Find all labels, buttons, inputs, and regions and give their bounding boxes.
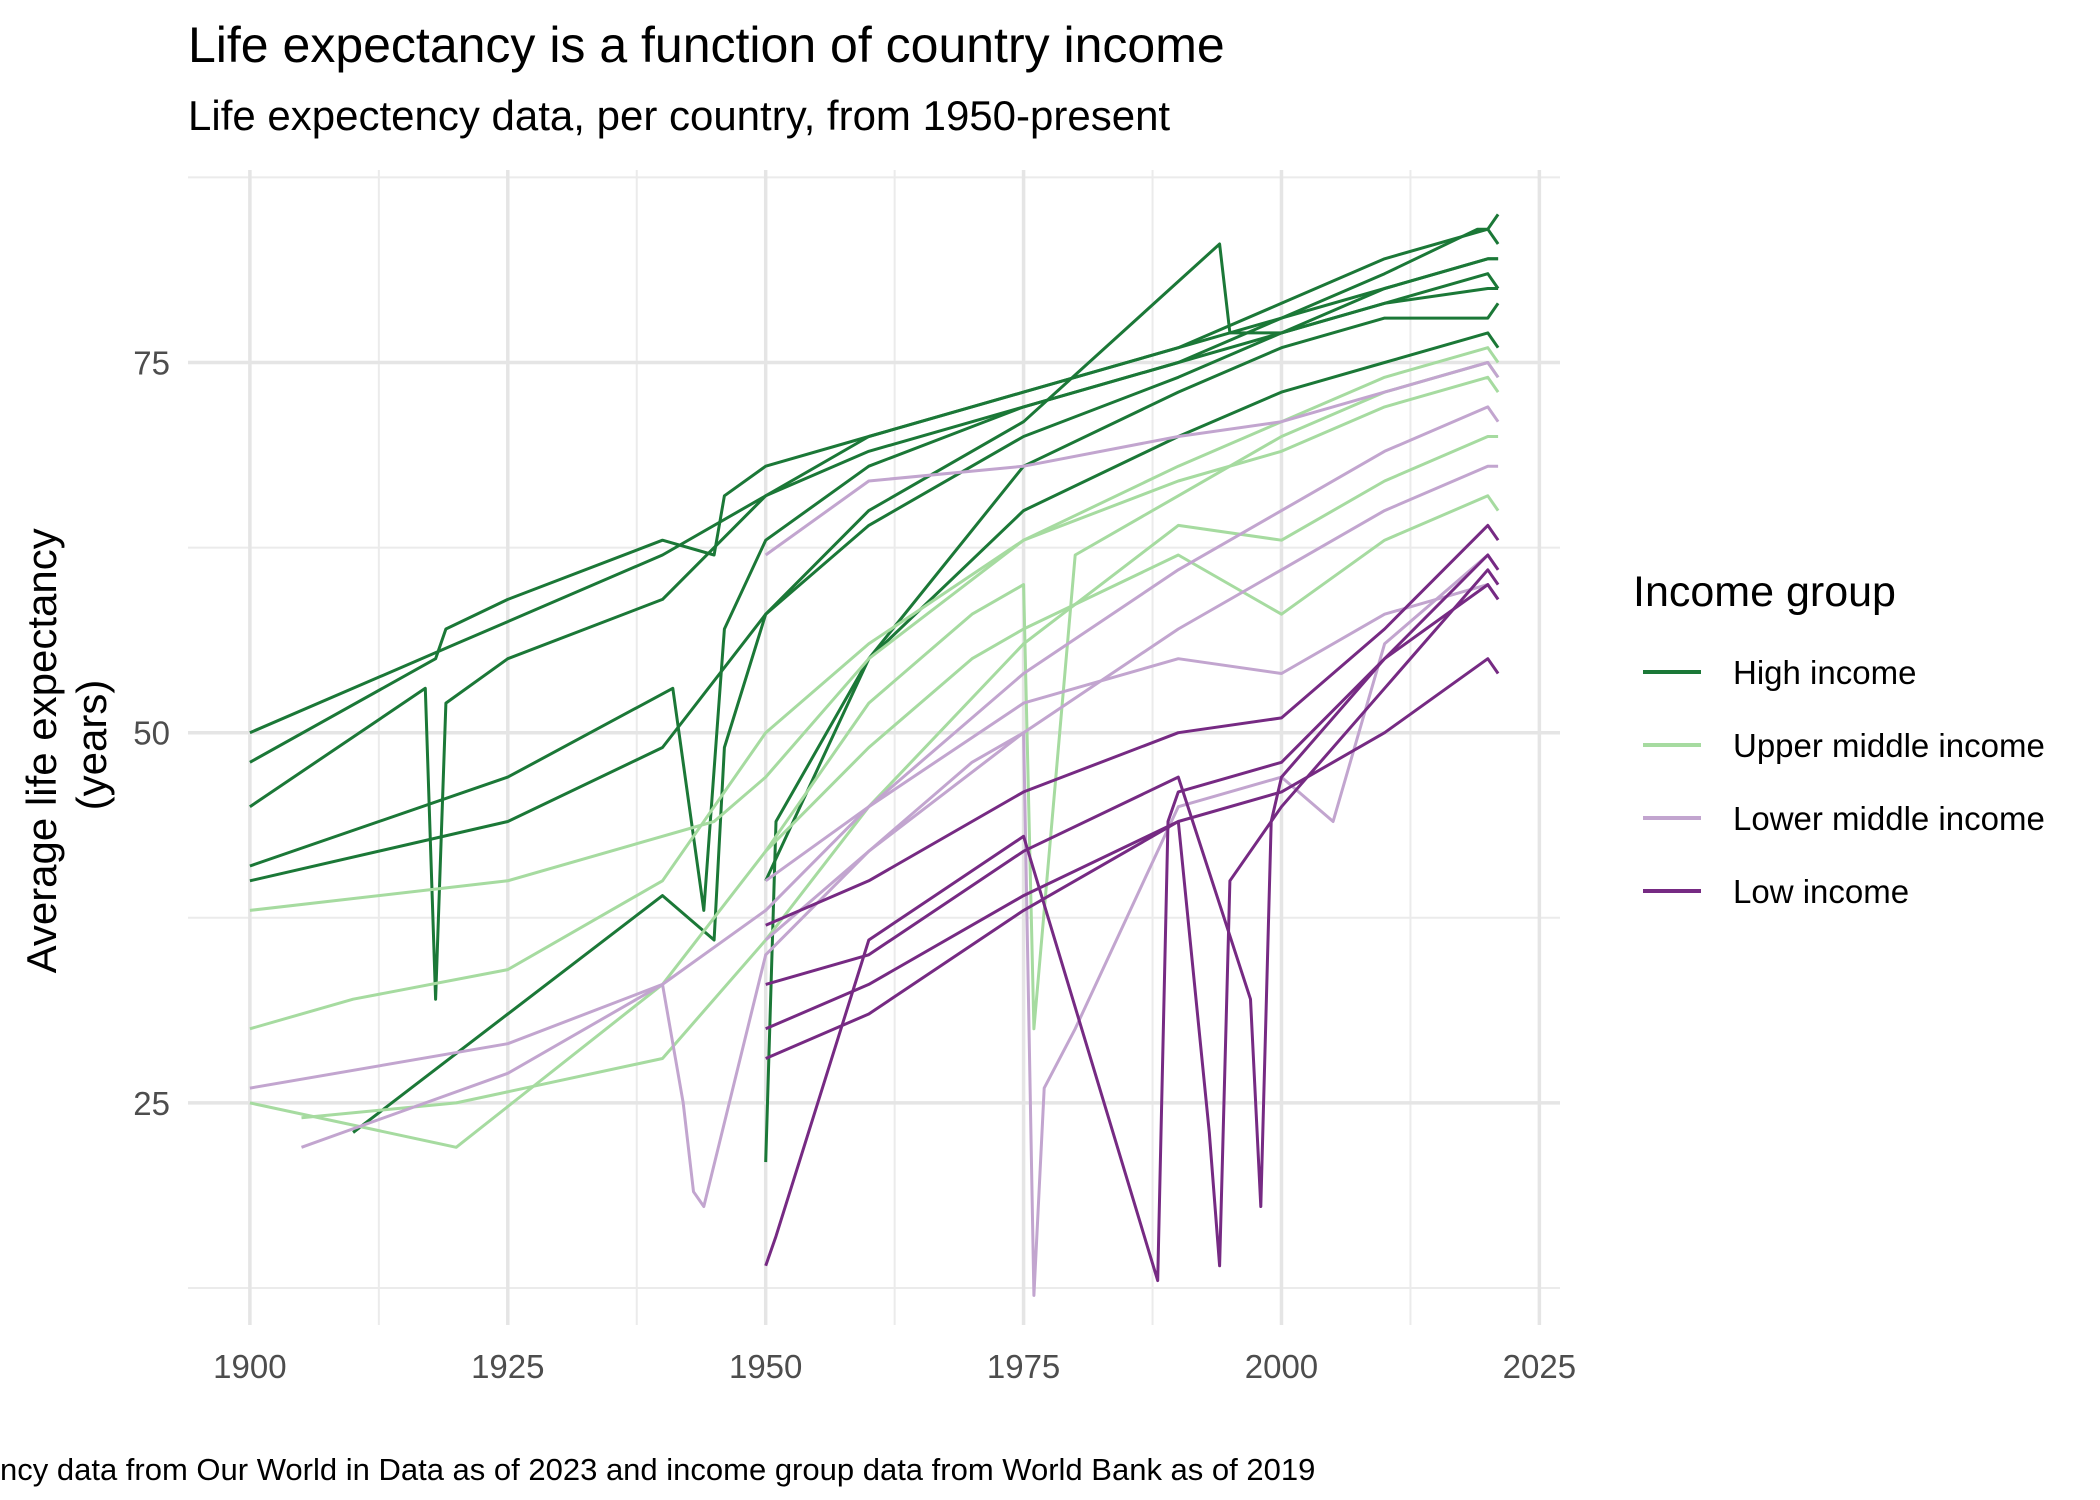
series-line-low-income — [766, 525, 1498, 925]
x-tick-label: 1975 — [987, 1348, 1060, 1385]
series-line-high-income — [250, 214, 1498, 762]
legend-label-high-income: High income — [1733, 654, 1916, 691]
y-axis-title-line-2: (years) — [68, 680, 115, 811]
y-tick-label: 25 — [133, 1085, 170, 1122]
series-line-high-income — [353, 289, 1498, 1133]
y-axis-title: Average life expectancy (years) — [18, 517, 115, 974]
legend-label-upper-middle-income: Upper middle income — [1733, 727, 2045, 764]
x-axis-ticks: 1900 1925 1950 1975 2000 2025 — [213, 1348, 1576, 1385]
series-line-lower-middle-income — [302, 466, 1499, 1206]
series-line-upper-middle-income — [250, 377, 1498, 910]
y-tick-label: 50 — [133, 715, 170, 752]
x-tick-label: 2025 — [1503, 1348, 1576, 1385]
y-tick-label: 75 — [133, 345, 170, 382]
series-lines — [250, 214, 1498, 1295]
x-tick-label: 2000 — [1245, 1348, 1318, 1385]
series-line-low-income — [766, 585, 1498, 1281]
legend-label-low-income: Low income — [1733, 873, 1909, 910]
y-axis-ticks: 25 50 75 — [133, 345, 170, 1122]
chart-title: Life expectancy is a function of country… — [188, 17, 1225, 73]
legend-label-lower-middle-income: Lower middle income — [1733, 800, 2045, 837]
x-tick-label: 1900 — [213, 1348, 286, 1385]
series-line-high-income — [766, 333, 1498, 1162]
series-line-upper-middle-income — [302, 437, 1499, 1118]
x-tick-label: 1950 — [729, 1348, 802, 1385]
chart-caption: ncy data from Our World in Data as of 20… — [0, 1452, 1315, 1487]
series-line-lower-middle-income — [766, 555, 1498, 1295]
legend: Income group High income Upper middle inc… — [1633, 568, 2045, 910]
chart-subtitle: Life expectency data, per country, from … — [188, 92, 1170, 139]
y-axis-title-line-1: Average life expectancy — [18, 528, 65, 973]
legend-title: Income group — [1633, 568, 1896, 616]
x-tick-label: 1925 — [471, 1348, 544, 1385]
